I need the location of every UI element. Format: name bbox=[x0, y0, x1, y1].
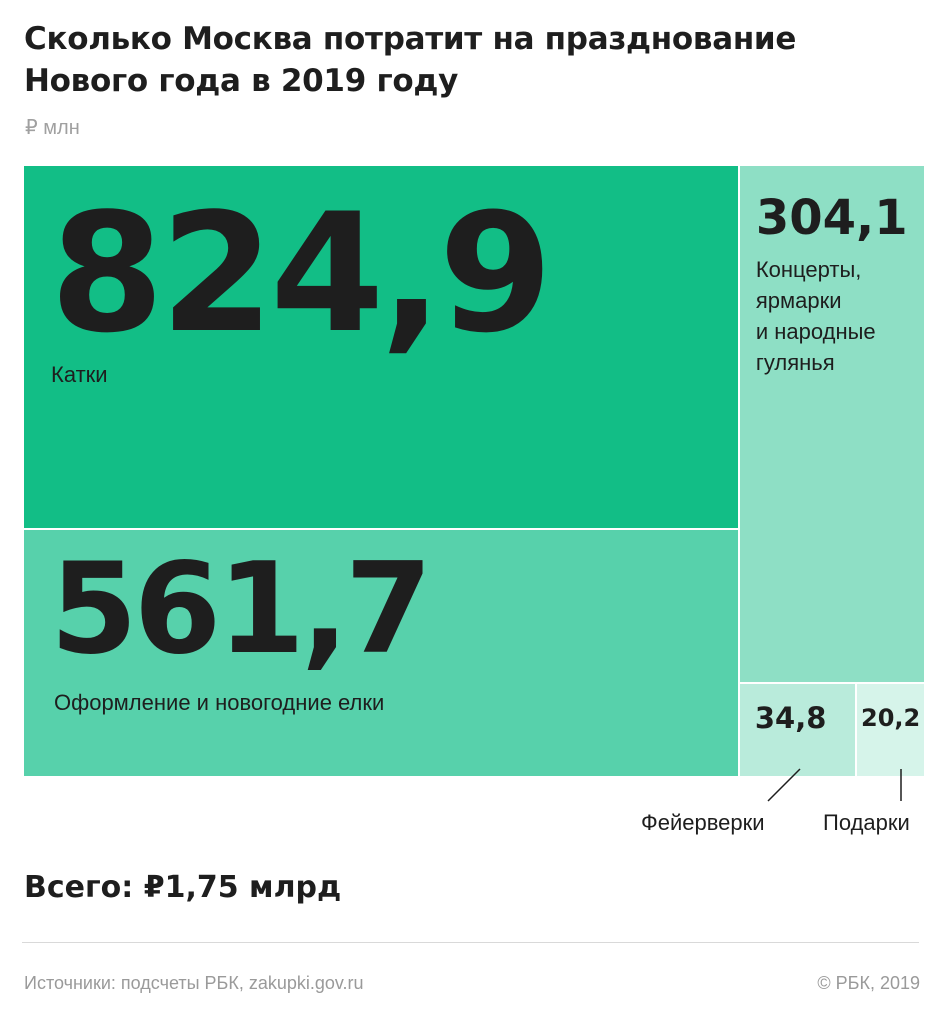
unit-label: ₽ млн bbox=[25, 117, 80, 139]
value-label-concerts: 304,1 bbox=[755, 190, 908, 246]
category-label-skating-rinks: Катки bbox=[51, 362, 108, 387]
value-label-gifts: 20,2 bbox=[861, 703, 921, 732]
treemap-chart: 824,9 Катки 561,7 Оформление и новогодни… bbox=[24, 166, 924, 776]
callout-label-fireworks: Фейерверки bbox=[641, 810, 765, 835]
tile-decorations: 561,7 Оформление и новогодние елки bbox=[24, 529, 738, 776]
category-label-concerts: Концерты, ярмарки и народные гулянья bbox=[755, 257, 876, 375]
callout-label-gifts: Подарки bbox=[823, 810, 910, 835]
tile-skating-rinks: 824,9 Катки bbox=[24, 166, 738, 528]
value-label-decorations: 561,7 bbox=[50, 534, 433, 682]
tile-fireworks: 34,8 bbox=[739, 683, 855, 776]
source-text: Источники: подсчеты РБК, zakupki.gov.ru bbox=[24, 973, 364, 993]
footer-divider bbox=[22, 942, 919, 943]
leader-line-fireworks bbox=[767, 768, 801, 802]
tile-gifts: 20,2 bbox=[857, 683, 924, 776]
tile-concerts: 304,1 Концерты, ярмарки и народные гулян… bbox=[739, 166, 924, 682]
chart-title: Сколько Москва потратит на празднование … bbox=[24, 21, 797, 99]
value-label-skating-rinks: 824,9 bbox=[50, 178, 553, 369]
copyright-text: © РБК, 2019 bbox=[817, 973, 920, 993]
value-label-fireworks: 34,8 bbox=[754, 700, 827, 735]
category-label-decorations: Оформление и новогодние елки bbox=[54, 689, 385, 715]
total-label: Всего: ₽1,75 млрд bbox=[24, 870, 342, 905]
